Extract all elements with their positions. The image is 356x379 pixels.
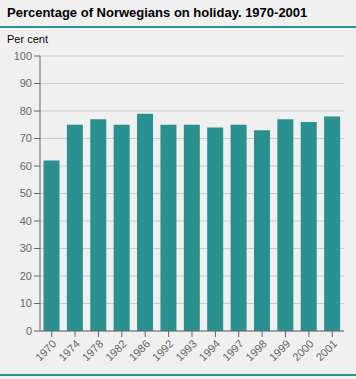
svg-text:1994: 1994 xyxy=(197,337,223,363)
svg-text:90: 90 xyxy=(20,77,32,89)
svg-text:60: 60 xyxy=(20,160,32,172)
svg-text:10: 10 xyxy=(20,297,32,309)
svg-text:1997: 1997 xyxy=(220,337,246,363)
svg-text:1986: 1986 xyxy=(126,337,152,363)
svg-text:70: 70 xyxy=(20,132,32,144)
svg-text:1970: 1970 xyxy=(33,337,59,363)
svg-text:1992: 1992 xyxy=(150,337,176,363)
svg-text:0: 0 xyxy=(26,325,32,337)
svg-text:80: 80 xyxy=(20,105,32,117)
svg-text:1978: 1978 xyxy=(80,337,106,363)
svg-text:1998: 1998 xyxy=(243,337,269,363)
html-text:Percentage of Norwegians on ho: Percentage of Norwegians on holiday. 197… xyxy=(7,5,308,20)
svg-text:30: 30 xyxy=(20,242,32,254)
html-text:Per cent: Per cent xyxy=(7,33,48,45)
svg-text:50: 50 xyxy=(20,187,32,199)
svg-text:20: 20 xyxy=(20,270,32,282)
svg-text:1982: 1982 xyxy=(103,337,129,363)
svg-text:2000: 2000 xyxy=(290,337,316,363)
svg-text:100: 100 xyxy=(14,50,32,62)
svg-text:40: 40 xyxy=(20,215,32,227)
svg-text:2001: 2001 xyxy=(313,337,339,363)
svg-text:1999: 1999 xyxy=(267,337,293,363)
svg-text:1974: 1974 xyxy=(56,337,82,363)
svg-text:1993: 1993 xyxy=(173,337,199,363)
